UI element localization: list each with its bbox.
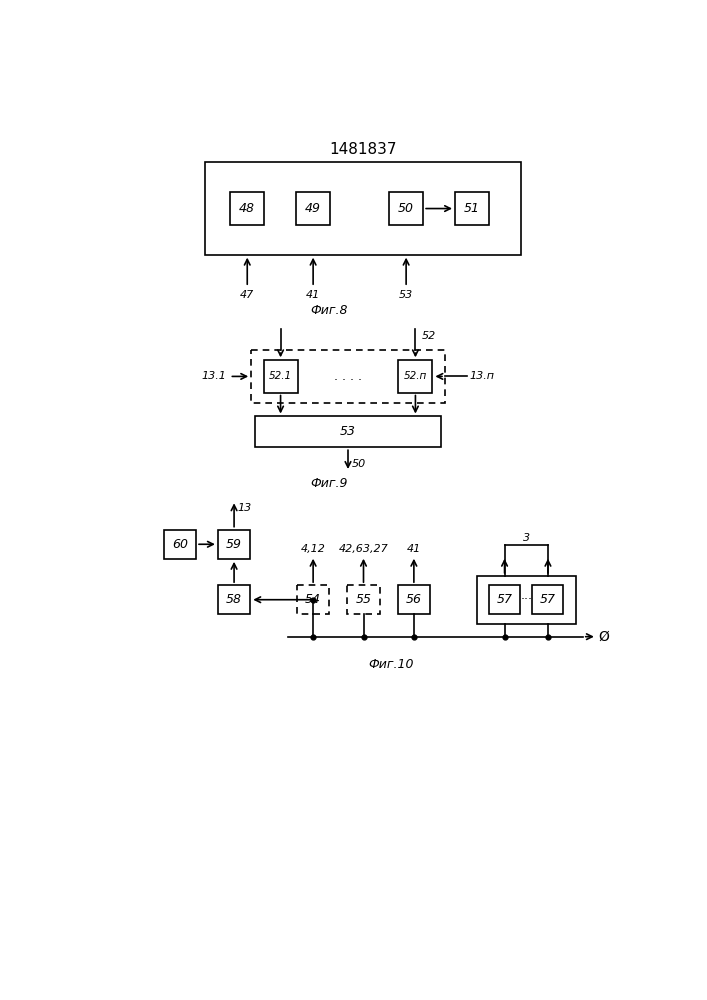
Text: 57: 57 bbox=[540, 593, 556, 606]
Bar bbox=[477, 576, 575, 624]
Bar bbox=[230, 192, 264, 225]
Bar bbox=[264, 360, 298, 393]
Text: 50: 50 bbox=[352, 459, 366, 469]
Text: . . . .: . . . . bbox=[334, 370, 362, 383]
Text: Фиг.10: Фиг.10 bbox=[368, 658, 414, 671]
Text: 58: 58 bbox=[226, 593, 242, 606]
Bar bbox=[398, 360, 433, 393]
Bar bbox=[251, 350, 445, 403]
Text: 57: 57 bbox=[496, 593, 513, 606]
Text: 60: 60 bbox=[172, 538, 188, 551]
Bar bbox=[297, 585, 329, 614]
Bar bbox=[296, 192, 330, 225]
Bar bbox=[347, 585, 380, 614]
Text: 47: 47 bbox=[240, 290, 255, 300]
Text: 51: 51 bbox=[464, 202, 480, 215]
Bar bbox=[204, 162, 521, 255]
Bar bbox=[397, 585, 430, 614]
Bar bbox=[489, 585, 520, 614]
Text: ···: ··· bbox=[520, 593, 532, 606]
Text: 48: 48 bbox=[239, 202, 255, 215]
Text: 42,63,27: 42,63,27 bbox=[339, 544, 388, 554]
Text: 52.п: 52.п bbox=[404, 371, 427, 381]
Text: 41: 41 bbox=[407, 544, 421, 554]
Text: 54: 54 bbox=[305, 593, 321, 606]
Text: 55: 55 bbox=[356, 593, 371, 606]
Text: 4,12: 4,12 bbox=[300, 544, 325, 554]
Bar bbox=[255, 416, 441, 447]
Text: 53: 53 bbox=[399, 290, 414, 300]
Text: 52: 52 bbox=[421, 331, 436, 341]
Bar bbox=[163, 530, 196, 559]
Text: 13.п: 13.п bbox=[469, 371, 495, 381]
Text: 53: 53 bbox=[340, 425, 356, 438]
Text: 1481837: 1481837 bbox=[329, 142, 397, 157]
Text: 41: 41 bbox=[306, 290, 320, 300]
Text: 50: 50 bbox=[398, 202, 414, 215]
Text: 13: 13 bbox=[238, 503, 252, 513]
Text: 49: 49 bbox=[305, 202, 321, 215]
Text: 52.1: 52.1 bbox=[269, 371, 292, 381]
Text: 13.1: 13.1 bbox=[201, 371, 226, 381]
Text: 3: 3 bbox=[522, 533, 530, 543]
Text: Фиг.8: Фиг.8 bbox=[310, 304, 347, 317]
Bar bbox=[455, 192, 489, 225]
Bar bbox=[389, 192, 423, 225]
Bar bbox=[218, 530, 250, 559]
Text: 59: 59 bbox=[226, 538, 242, 551]
Text: Ø: Ø bbox=[598, 630, 609, 644]
Bar bbox=[532, 585, 563, 614]
Text: 56: 56 bbox=[406, 593, 422, 606]
Text: Фиг.9: Фиг.9 bbox=[310, 477, 347, 490]
Bar bbox=[218, 585, 250, 614]
